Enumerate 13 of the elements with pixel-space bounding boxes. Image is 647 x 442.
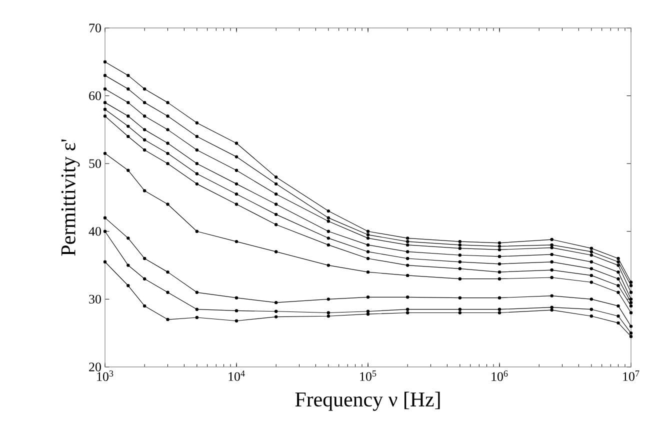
y-tick-label: 30 [89,294,101,304]
x-tick-label: 10$^{6}$ [492,370,508,381]
x-tick-label: 10$^{4}$ [228,370,245,381]
y-tick-label: 40 [88,227,101,236]
y-axis-title: Permittivity ε' [61,139,80,256]
x-axis-title: Frequency ν [Hz] [295,392,440,411]
y-tick-label: 50 [89,159,101,168]
x-tick-label: 10$^{5}$ [360,370,376,381]
x-tick-label: 10$^{3}$ [97,370,114,381]
y-tick-label: 20 [89,362,101,372]
y-tick-label: 60 [89,91,101,100]
x-tick-label: 10$^{7}$ [623,370,640,381]
y-tick-label: 70 [89,24,101,32]
